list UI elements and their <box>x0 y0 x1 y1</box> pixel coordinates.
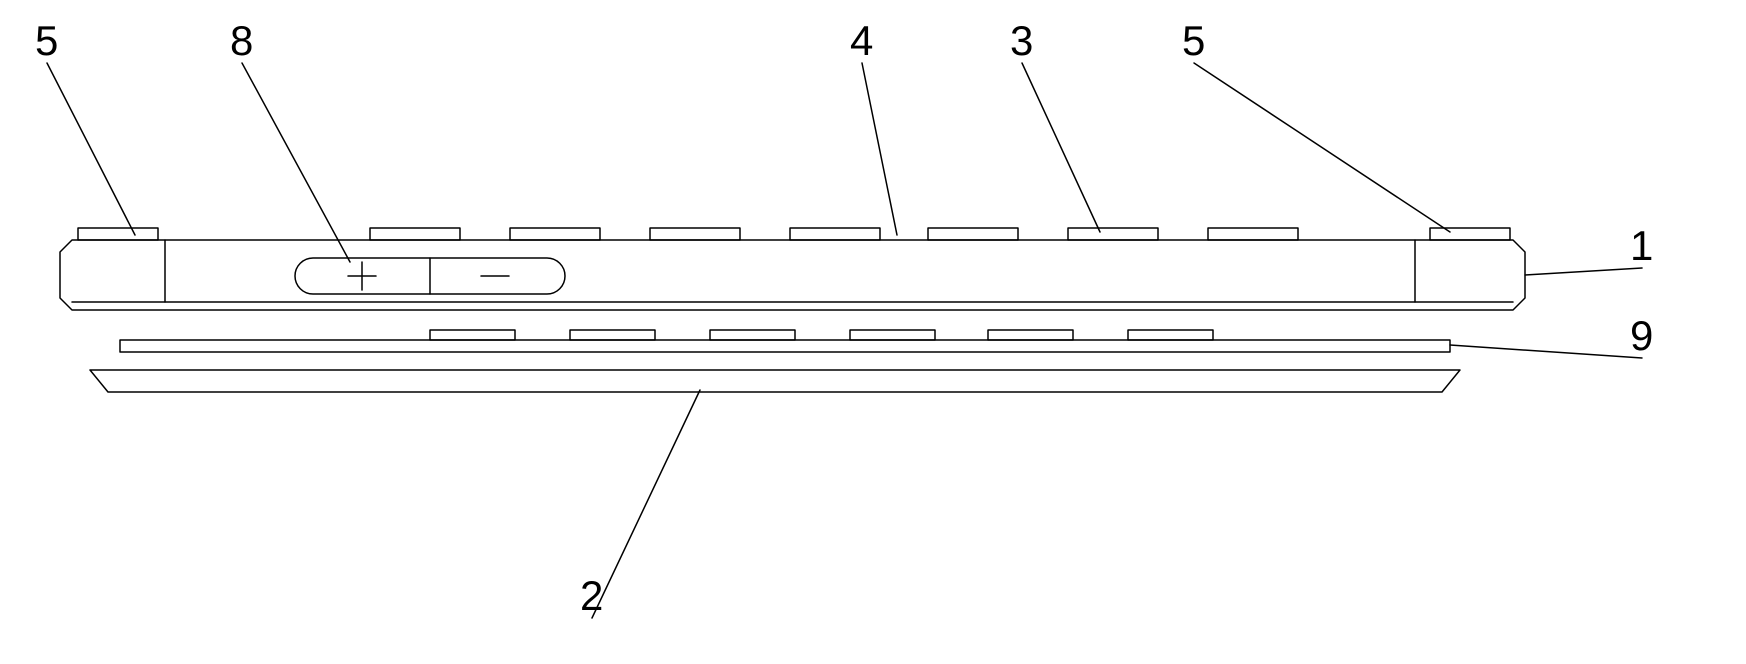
top-tab <box>1208 228 1298 240</box>
callout-label: 1 <box>1630 222 1653 269</box>
technical-diagram: 5 8 4 3 5 1 9 2 <box>0 0 1746 664</box>
upper-body <box>60 240 1525 310</box>
callout-leader <box>242 63 350 262</box>
top-tab <box>1068 228 1158 240</box>
end-tab-right <box>1430 228 1510 240</box>
lower-plate-tab <box>1128 330 1213 340</box>
bottom-strip <box>90 370 1460 392</box>
callout-leader <box>1194 63 1450 232</box>
callout-leader <box>47 63 135 235</box>
end-tab-left <box>78 228 158 240</box>
top-tab <box>928 228 1018 240</box>
lower-plate-tab <box>850 330 935 340</box>
callout-leader <box>1450 345 1642 358</box>
callout-leader <box>1022 63 1100 232</box>
callout-label: 8 <box>230 17 253 64</box>
lower-plate-tab <box>430 330 515 340</box>
lower-plate-tab <box>570 330 655 340</box>
callout-label: 2 <box>580 572 603 619</box>
callout-leader <box>862 63 897 235</box>
top-tab <box>790 228 880 240</box>
callout-label: 5 <box>1182 17 1205 64</box>
top-tab <box>510 228 600 240</box>
callout-label: 9 <box>1630 312 1653 359</box>
lower-plate <box>120 340 1450 352</box>
callout-leader <box>1525 268 1642 275</box>
top-tab <box>650 228 740 240</box>
lower-plate-tab <box>988 330 1073 340</box>
callout-leader <box>592 390 700 618</box>
callout-label: 5 <box>35 17 58 64</box>
callout-label: 3 <box>1010 17 1033 64</box>
callout-label: 4 <box>850 17 873 64</box>
lower-plate-tab <box>710 330 795 340</box>
top-tab <box>370 228 460 240</box>
